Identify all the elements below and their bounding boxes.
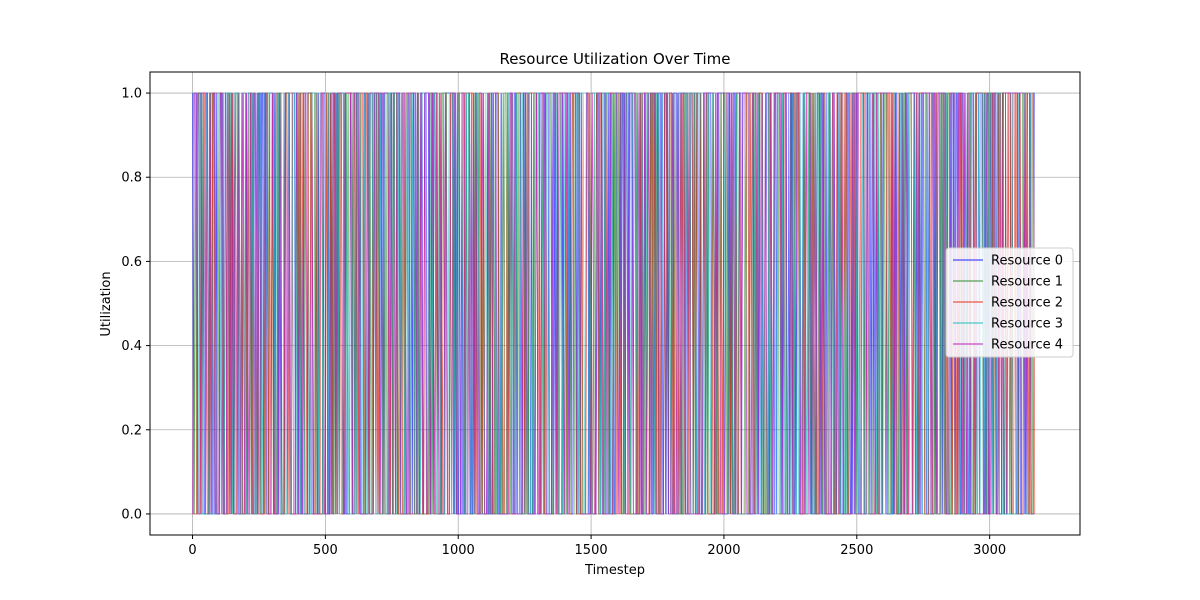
x-tick-label: 3000 [973,543,1006,558]
x-axis-label: Timestep [584,563,645,578]
y-tick-label: 1.0 [121,87,142,102]
legend: Resource 0 Resource 1 Resource 2 Resource 3… [945,247,1074,358]
series-lines [192,92,1036,515]
y-tick-label: 0.0 [121,507,142,522]
legend-label: Resource 3 [991,317,1063,332]
y-tick-label: 0.8 [121,171,142,186]
y-tick-label: 0.2 [121,423,142,438]
y-tick-label: 0.6 [121,255,142,270]
legend-box [945,247,1074,358]
legend-label: Resource 4 [991,338,1063,353]
x-tick-label: 0 [188,543,196,558]
plot-frame [149,71,1081,536]
y-tick-label: 0.4 [121,339,142,354]
x-tick-label: 1500 [575,543,608,558]
x-tick-label: 2500 [840,543,873,558]
x-tick-label: 500 [313,543,338,558]
series-line-4 [192,92,1034,515]
y-axis-label: Utilization [99,271,114,336]
legend-label: Resource 1 [991,275,1063,290]
legend-label: Resource 0 [991,254,1063,269]
x-tick-label: 1000 [442,543,475,558]
legend-label: Resource 2 [991,296,1063,311]
x-tick-label: 2000 [707,543,740,558]
axis-ticks: 0 500 1000 1500 2000 2500 3000 0.0 0.2 0.4 0.6 0.8 1… [121,87,1006,558]
chart-title: Resource Utilization Over Time [499,50,730,68]
